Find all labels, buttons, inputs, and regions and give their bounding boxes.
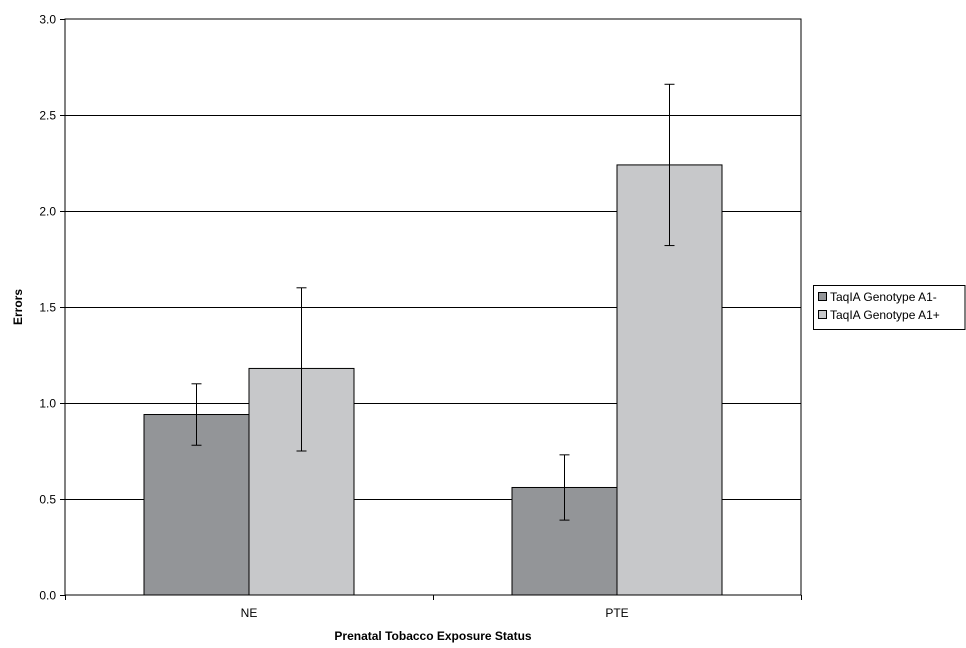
- error-bars: [191, 83, 675, 521]
- y-tick-label: 3.0: [39, 13, 56, 27]
- legend-swatch-1: [818, 292, 827, 301]
- error-bar: [296, 287, 307, 452]
- bar-ne-series-2: [248, 367, 355, 596]
- y-tick-label: 0.5: [39, 493, 56, 507]
- y-tick-label: 0.0: [39, 589, 56, 603]
- y-axis-title: Errors: [11, 289, 25, 325]
- legend-swatch-2: [818, 310, 827, 319]
- error-bar: [664, 83, 675, 247]
- legend: TaqIA Genotype A1- TaqIA Genotype A1+: [813, 285, 966, 330]
- legend-label-1: TaqIA Genotype A1-: [830, 290, 937, 304]
- y-axis-ticks: 0.0 0.5 1.0 1.5 2.0 2.5 3.0: [39, 13, 65, 603]
- y-tick-label: 1.5: [39, 301, 56, 315]
- x-tick-label: PTE: [605, 606, 628, 620]
- error-bar: [559, 454, 570, 521]
- x-axis-ticks: NE PTE: [65, 595, 802, 620]
- error-bar: [191, 383, 202, 446]
- y-tick-label: 1.0: [39, 397, 56, 411]
- y-tick-label: 2.0: [39, 205, 56, 219]
- legend-frame: [813, 285, 966, 330]
- x-axis-title: Prenatal Tobacco Exposure Status: [334, 629, 531, 643]
- x-tick-label: NE: [241, 606, 258, 620]
- legend-label-2: TaqIA Genotype A1+: [830, 308, 940, 322]
- bars: [143, 164, 723, 596]
- y-tick-label: 2.5: [39, 109, 56, 123]
